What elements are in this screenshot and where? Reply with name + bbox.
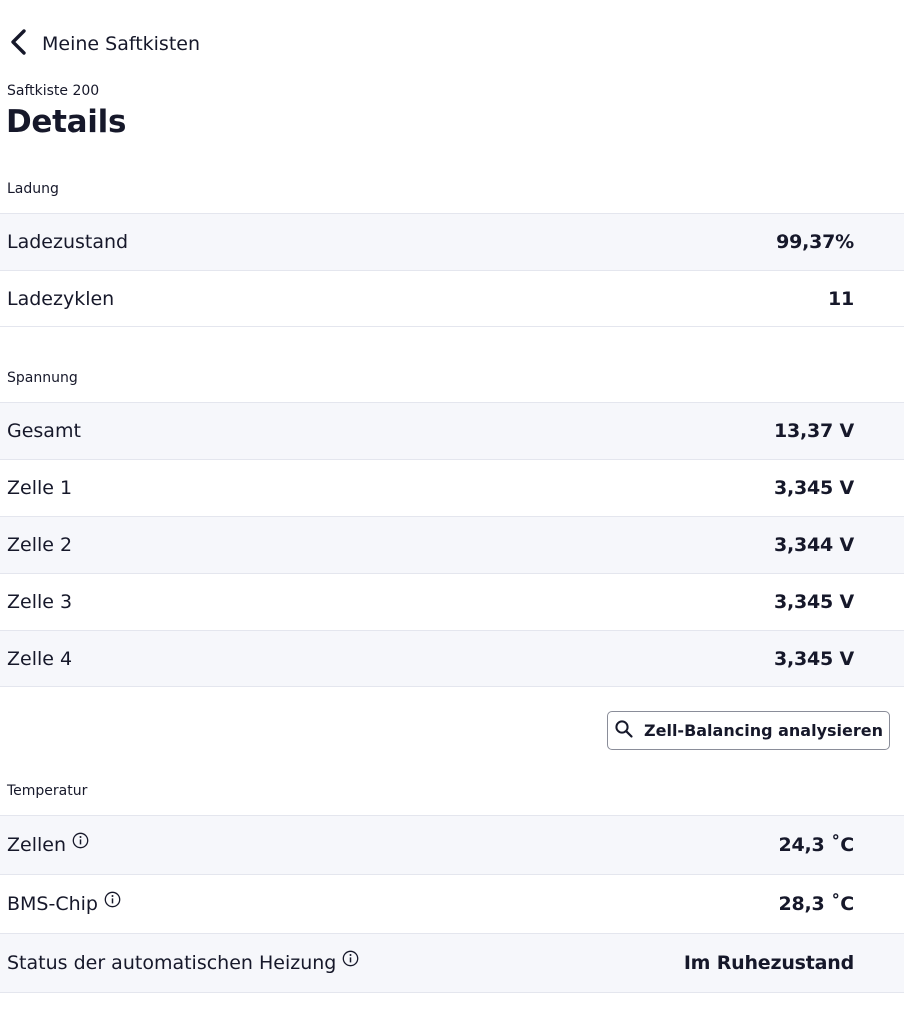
row-label: BMS-Chip — [7, 893, 98, 915]
analyze-cell-balancing-button[interactable]: Zell-Balancing analysieren — [607, 711, 890, 750]
row-label: Gesamt — [7, 420, 81, 442]
row-voltage-cell-4: Zelle 4 3,345 V — [0, 630, 904, 687]
chevron-left-icon — [8, 28, 30, 60]
top-navigation-bar: Meine Saftkisten — [0, 22, 904, 66]
row-temp-bms-chip: BMS-Chip 28,3 ˚C — [0, 874, 904, 933]
row-label-wrap: Status der automatischen Heizung — [0, 950, 359, 974]
row-charge-state: Ladezustand 99,37% — [0, 213, 904, 270]
back-button[interactable]: Meine Saftkisten — [0, 22, 200, 66]
row-voltage-total: Gesamt 13,37 V — [0, 402, 904, 459]
row-heating-status: Status der automatischen Heizung Im Ruhe… — [0, 933, 904, 993]
row-value: 3,345 V — [773, 477, 854, 499]
row-label: Zelle 3 — [7, 591, 73, 613]
row-value: 11 — [827, 287, 854, 310]
section-label-voltage: Spannung — [7, 370, 78, 386]
row-value: 3,344 V — [773, 534, 854, 556]
row-value: 13,37 V — [773, 420, 854, 442]
row-value: 28,3 ˚C — [778, 893, 854, 915]
row-label: Zelle 2 — [7, 534, 73, 556]
row-label-wrap: Zellen — [0, 832, 89, 856]
row-label: Zelle 1 — [7, 477, 73, 499]
section-label-charge: Ladung — [7, 181, 59, 197]
row-label: Zelle 4 — [7, 647, 73, 670]
back-button-label: Meine Saftkisten — [42, 33, 201, 55]
info-icon[interactable] — [342, 950, 359, 967]
row-value: 99,37% — [776, 231, 854, 253]
page-title: Details — [6, 104, 127, 140]
row-value: 24,3 ˚C — [778, 834, 854, 856]
row-value: 3,345 V — [773, 647, 854, 670]
row-voltage-cell-3: Zelle 3 3,345 V — [0, 573, 904, 630]
row-label-wrap: BMS-Chip — [0, 891, 121, 915]
row-charge-cycles: Ladezyklen 11 — [0, 270, 904, 327]
search-icon — [614, 719, 644, 743]
page-subtitle: Saftkiste 200 — [7, 83, 100, 99]
row-voltage-cell-2: Zelle 2 3,344 V — [0, 516, 904, 573]
row-label: Ladezustand — [7, 231, 129, 253]
info-icon[interactable] — [72, 832, 89, 849]
row-temp-cells: Zellen 24,3 ˚C — [0, 815, 904, 874]
row-label: Zellen — [7, 834, 66, 856]
row-value: Im Ruhezustand — [683, 952, 854, 974]
row-value: 3,345 V — [773, 591, 854, 613]
info-icon[interactable] — [104, 891, 121, 908]
row-label: Status der automatischen Heizung — [7, 952, 337, 974]
row-label: Ladezyklen — [7, 287, 115, 310]
row-voltage-cell-1: Zelle 1 3,345 V — [0, 459, 904, 516]
analyze-button-label: Zell-Balancing analysieren — [644, 721, 883, 740]
section-label-temperature: Temperatur — [7, 783, 88, 799]
